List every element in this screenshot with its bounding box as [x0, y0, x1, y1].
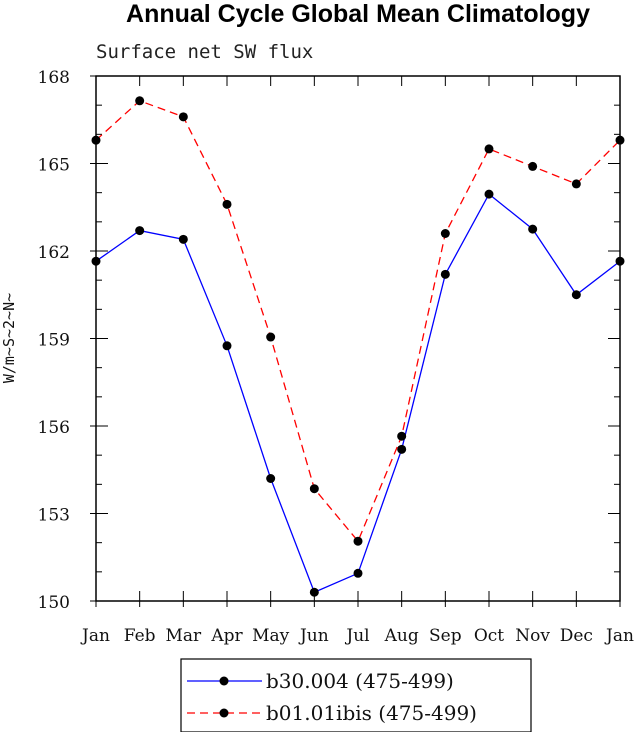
data-point — [266, 474, 276, 483]
x-tick-label: Jan — [604, 626, 634, 646]
y-tick-label: 159 — [38, 331, 70, 351]
plot-frame — [95, 75, 621, 602]
series-0 — [91, 189, 625, 597]
y-tick-label: 150 — [38, 593, 70, 613]
legend-marker — [219, 676, 229, 686]
y-tick-label: 153 — [38, 506, 70, 526]
x-tick-label: Nov — [515, 626, 550, 646]
y-tick-label: 168 — [38, 68, 70, 88]
series-1 — [91, 96, 625, 546]
x-tick-label: Jul — [344, 626, 369, 646]
data-point — [484, 189, 494, 199]
data-point — [266, 332, 276, 342]
data-point — [135, 96, 145, 106]
data-point — [440, 229, 450, 238]
series-line — [95, 100, 621, 543]
data-point — [309, 587, 319, 597]
data-point — [178, 234, 188, 244]
data-point — [440, 269, 450, 279]
data-point — [484, 144, 494, 154]
data-point — [222, 341, 232, 351]
x-tick-label: Jun — [298, 626, 329, 646]
data-point — [615, 135, 625, 145]
data-point — [353, 536, 363, 546]
data-point — [135, 226, 145, 236]
legend-label: b30.004 (475-499) — [266, 669, 454, 693]
data-point — [353, 568, 363, 578]
y-tick-label: 156 — [38, 418, 70, 438]
legend-label: b01.01ibis (475-499) — [266, 701, 477, 725]
data-point — [528, 224, 538, 234]
data-point — [615, 256, 625, 266]
series-line — [95, 193, 621, 594]
y-tick-label: 162 — [38, 243, 70, 263]
data-point — [528, 161, 538, 171]
x-tick-label: Apr — [210, 626, 243, 646]
x-tick-label: Dec — [560, 626, 593, 646]
x-tick-label: Aug — [384, 626, 419, 646]
chart-title: Annual Cycle Global Mean Climatology — [126, 0, 590, 28]
x-tick-label: Jan — [80, 626, 110, 646]
data-point — [571, 179, 581, 189]
x-tick-label: Mar — [165, 626, 202, 646]
data-point — [178, 112, 188, 122]
x-tick-label: Feb — [124, 626, 156, 646]
legend-box — [180, 658, 532, 732]
data-point — [397, 444, 407, 454]
y-tick-label: 165 — [38, 156, 70, 176]
x-tick-label: May — [252, 626, 290, 646]
chart-subtitle: Surface net SW flux — [96, 41, 313, 63]
x-tick-label: Sep — [429, 626, 462, 646]
data-point — [309, 484, 319, 494]
legend-marker — [219, 708, 229, 718]
data-point — [222, 199, 232, 209]
y-axis-label: W/m~S~2~N~ — [0, 293, 18, 383]
data-point — [397, 431, 407, 441]
data-point — [91, 135, 101, 145]
data-point — [91, 256, 101, 266]
data-point — [571, 290, 581, 300]
x-tick-label: Oct — [474, 626, 504, 646]
